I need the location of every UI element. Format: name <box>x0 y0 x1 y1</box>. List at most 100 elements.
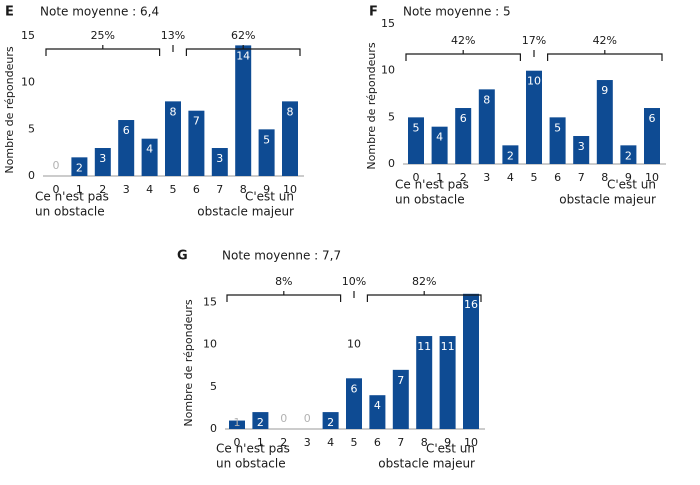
y-tick-label: 0 <box>388 157 395 170</box>
group-bracket <box>547 53 663 61</box>
bar-value-label: 2 <box>257 416 264 429</box>
bar-value-label: 8 <box>170 105 177 118</box>
bar <box>141 138 158 176</box>
right-end-label: C'est un <box>245 190 294 204</box>
y-axis-label: Nombre de répondeurs <box>182 299 195 426</box>
group-percentage: 62% <box>231 29 255 42</box>
group-percentage: 13% <box>161 29 185 42</box>
x-tick-label: 4 <box>146 183 153 196</box>
x-tick-label: 10 <box>645 171 659 184</box>
bar-value-label: 4 <box>436 131 443 144</box>
bar-value-label: 0 <box>53 159 60 172</box>
chart-annotation: 10 <box>347 338 361 351</box>
x-tick-label: 6 <box>374 436 381 449</box>
bar-value-label: 6 <box>123 124 130 137</box>
group-percentage: 8% <box>275 275 292 288</box>
y-tick-label: 5 <box>28 122 35 135</box>
group-bracket <box>45 48 161 56</box>
x-tick-label: 4 <box>507 171 514 184</box>
left-end-label: un obstacle <box>395 193 465 207</box>
group-percentage: 10% <box>342 275 366 288</box>
bar-value-label: 11 <box>441 340 455 353</box>
y-tick-label: 10 <box>21 76 35 89</box>
x-tick-label: 7 <box>578 171 585 184</box>
x-tick-label: 10 <box>464 436 478 449</box>
bar-value-label: 16 <box>464 298 478 311</box>
bar-value-label: 5 <box>554 121 561 134</box>
bar <box>346 378 362 429</box>
bar <box>455 108 472 164</box>
y-axis-label: Nombre de répondeurs <box>3 46 16 173</box>
x-tick-label: 3 <box>304 436 311 449</box>
x-tick-label: 2 <box>460 171 467 184</box>
x-tick-label: 8 <box>240 183 247 196</box>
bar <box>573 136 590 164</box>
bar <box>252 412 269 429</box>
group-percentage: 25% <box>91 29 115 42</box>
bar-value-label: 14 <box>236 49 250 62</box>
bar <box>282 101 298 176</box>
y-tick-label: 10 <box>381 64 395 77</box>
x-tick-label: 7 <box>216 183 223 196</box>
x-tick-label: 6 <box>554 171 561 184</box>
bar-value-label: 6 <box>460 112 467 125</box>
mean-score-label: Note moyenne : 6,4 <box>40 5 159 19</box>
x-tick-label: 4 <box>327 436 334 449</box>
bar <box>620 145 637 164</box>
bar-value-label: 5 <box>413 121 420 134</box>
mean-score-label: Note moyenne : 5 <box>403 5 511 19</box>
y-tick-label: 0 <box>28 169 35 182</box>
bar-value-label: 2 <box>507 149 514 162</box>
y-tick-label: 0 <box>210 422 217 435</box>
bar <box>526 70 542 164</box>
bar <box>644 108 660 164</box>
x-tick-label: 7 <box>397 436 404 449</box>
bar <box>165 101 181 176</box>
x-tick-label: 5 <box>170 183 177 196</box>
bar <box>392 369 409 429</box>
bar <box>229 420 245 429</box>
bar <box>258 129 275 176</box>
bar-value-label: 11 <box>417 340 431 353</box>
group-bracket <box>226 294 342 302</box>
right-end-label: C'est un <box>607 178 656 192</box>
bar <box>235 45 252 176</box>
right-end-label: C'est un <box>426 442 475 456</box>
y-tick-label: 15 <box>21 29 35 42</box>
bar <box>188 110 205 176</box>
bar-value-label: 3 <box>99 152 106 165</box>
left-end-label: un obstacle <box>35 205 105 219</box>
x-tick-label: 9 <box>625 171 632 184</box>
bar <box>478 89 495 164</box>
bar-value-label: 2 <box>76 161 83 174</box>
bar <box>439 336 456 429</box>
bar-value-label: 10 <box>527 75 541 88</box>
left-end-label: Ce n'est pas <box>35 190 109 204</box>
x-tick-label: 1 <box>436 171 443 184</box>
bar <box>596 80 613 164</box>
right-end-label: obstacle majeur <box>378 457 475 471</box>
bar-value-label: 4 <box>146 143 153 156</box>
y-tick-label: 10 <box>203 338 217 351</box>
x-tick-label: 5 <box>531 171 538 184</box>
group-percentage: 42% <box>593 34 617 47</box>
bar-value-label: 1 <box>234 416 241 429</box>
panel-letter: E <box>5 5 14 20</box>
bar-value-label: 3 <box>578 140 585 153</box>
bar-value-label: 3 <box>216 152 223 165</box>
group-percentage: 42% <box>451 34 475 47</box>
y-axis-label: Nombre de répondeurs <box>365 42 378 169</box>
bar-value-label: 9 <box>601 84 608 97</box>
bar <box>369 395 386 429</box>
bar-value-label: 8 <box>483 93 490 106</box>
left-end-label: Ce n'est pas <box>216 442 290 456</box>
bar-value-label: 5 <box>263 133 270 146</box>
x-tick-label: 6 <box>193 183 200 196</box>
left-end-label: un obstacle <box>216 457 286 471</box>
bar-value-label: 8 <box>287 105 294 118</box>
bar <box>71 157 88 176</box>
x-tick-label: 5 <box>351 436 358 449</box>
x-tick-label: 0 <box>413 171 420 184</box>
x-tick-label: 9 <box>444 436 451 449</box>
